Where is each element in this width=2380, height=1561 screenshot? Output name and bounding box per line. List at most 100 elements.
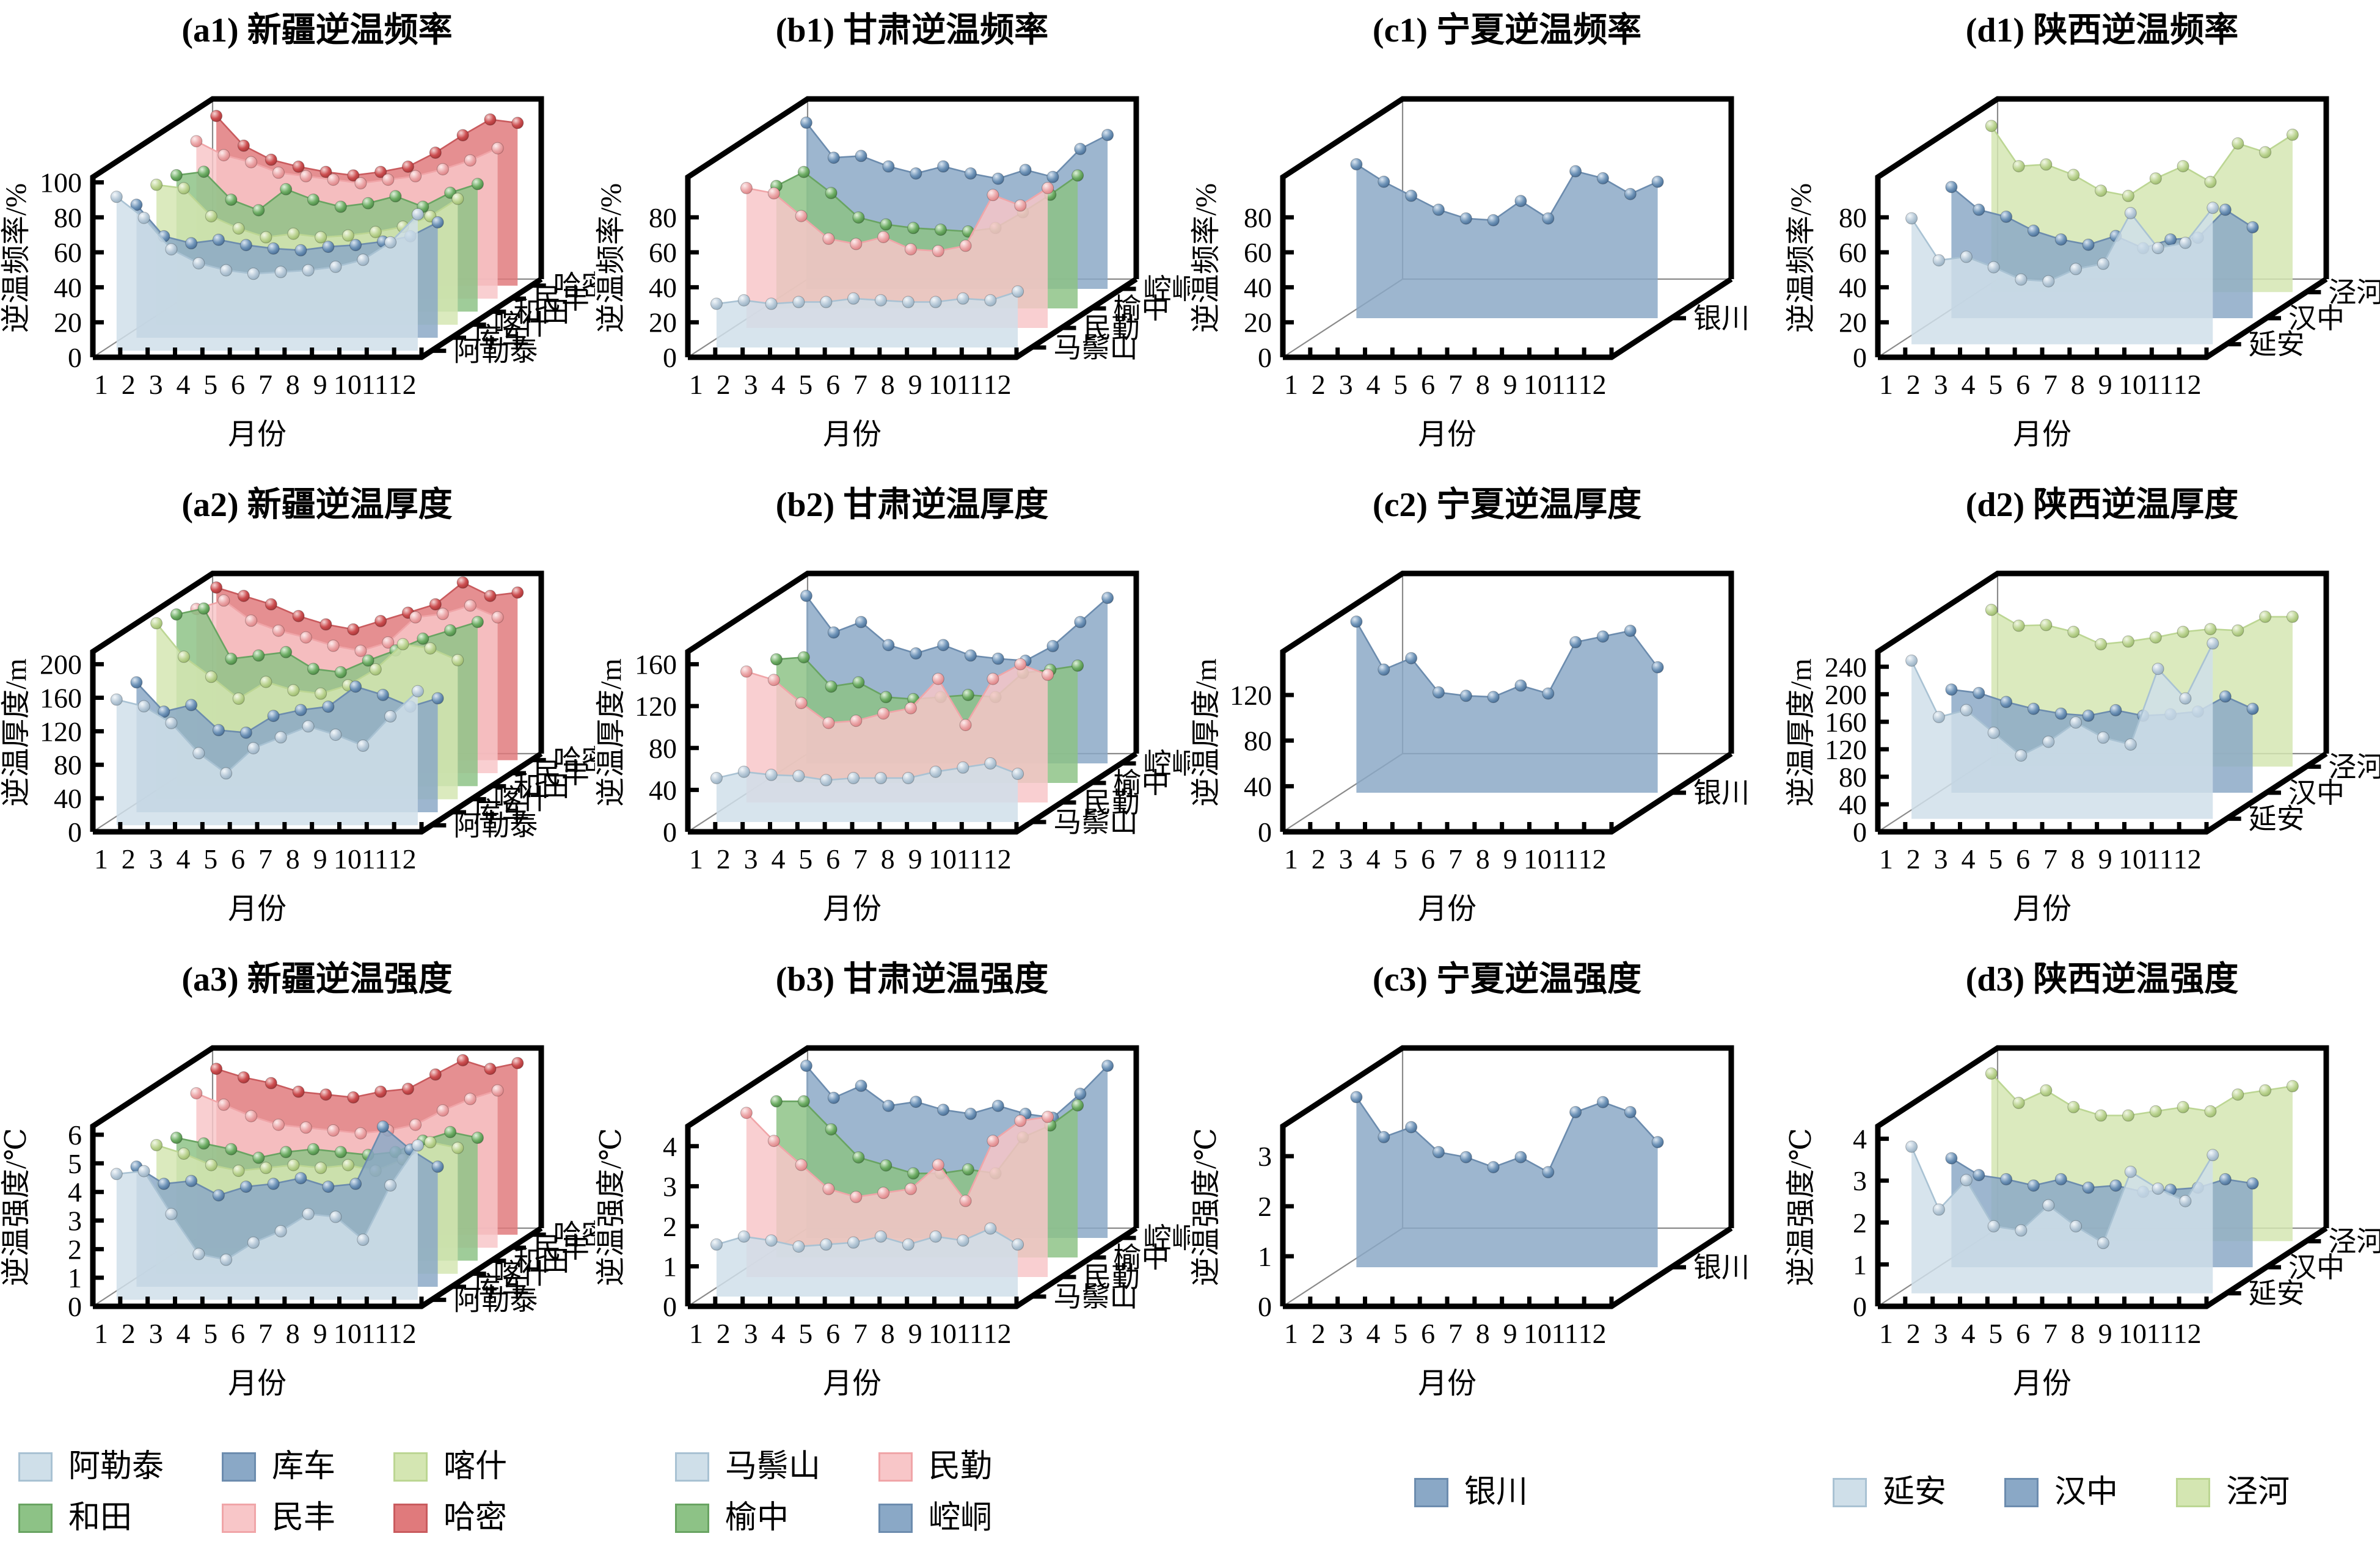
data-point	[252, 1151, 265, 1164]
legend-label: 喀什	[444, 1449, 508, 1484]
data-point	[740, 665, 753, 678]
chart-a3: 0123456123456789101112阿勒泰库车喀什和田民丰哈密(a3) …	[0, 961, 610, 1400]
x-tick-label: 5	[1988, 1318, 2002, 1349]
data-point	[185, 1174, 198, 1187]
data-point	[220, 264, 233, 277]
data-point	[800, 116, 812, 129]
x-tick-label: 3	[744, 369, 758, 400]
data-point	[302, 1207, 315, 1220]
data-point	[800, 589, 812, 602]
data-point	[850, 715, 863, 727]
data-point	[217, 1098, 230, 1111]
x-tick-label: 6	[2016, 843, 2030, 875]
data-point	[2259, 146, 2272, 159]
x-axis-label: 月份	[228, 1367, 287, 1400]
data-point	[959, 719, 972, 732]
data-point	[252, 649, 265, 662]
x-tick-label: 1	[1284, 843, 1298, 875]
legend-swatch-pink	[222, 1503, 257, 1533]
data-point	[902, 1238, 914, 1251]
series-depth-label: 库车	[473, 1272, 530, 1303]
legend-swatch-steelblue	[878, 1503, 913, 1533]
data-point	[1973, 686, 1985, 699]
x-axis-label: 月份	[1418, 418, 1477, 451]
legend-item-库车: 库车	[222, 1450, 335, 1483]
data-point	[852, 1151, 865, 1164]
y-tick-label: 60	[1244, 237, 1272, 268]
data-point	[110, 693, 123, 706]
y-tick-label: 80	[54, 202, 82, 233]
x-tick-label: 10	[929, 369, 957, 400]
data-point	[292, 1085, 305, 1098]
x-tick-label: 5	[1393, 369, 1407, 400]
data-point	[792, 296, 805, 308]
data-point	[850, 1190, 863, 1203]
data-point	[2219, 1173, 2232, 1185]
data-point	[287, 684, 300, 697]
data-point	[2054, 707, 2067, 720]
x-tick-label: 3	[149, 369, 163, 400]
data-point	[431, 692, 444, 705]
data-point	[197, 1137, 210, 1150]
x-tick-label: 12	[2174, 843, 2202, 875]
x-tick-label: 12	[984, 369, 1012, 400]
x-tick-label: 10	[334, 843, 362, 875]
legend-swatch-lightblue	[18, 1452, 53, 1482]
x-tick-label: 5	[1393, 843, 1407, 875]
data-point	[991, 172, 1004, 185]
data-point	[1596, 630, 1609, 643]
data-point	[2286, 1080, 2299, 1093]
x-tick-label: 2	[717, 369, 731, 400]
y-tick-label: 20	[649, 307, 677, 338]
y-tick-label: 2	[1258, 1191, 1272, 1222]
x-tick-label: 4	[771, 843, 785, 875]
data-point	[1378, 1130, 1390, 1143]
x-tick-label: 6	[826, 369, 840, 400]
legend-column: 汉中	[2004, 1476, 2118, 1508]
ribbon-b1-民勤	[740, 181, 1054, 328]
data-point	[1624, 187, 1637, 200]
y-tick-label: 0	[68, 342, 82, 373]
x-tick-label: 11	[1552, 1318, 1579, 1349]
data-point	[319, 618, 332, 631]
x-tick-label: 12	[389, 843, 417, 875]
x-tick-label: 12	[1579, 843, 1607, 875]
data-point	[1350, 158, 1363, 170]
data-point	[1985, 1067, 1998, 1080]
x-tick-label: 11	[957, 843, 984, 875]
data-point	[307, 663, 319, 675]
data-point	[401, 1082, 414, 1095]
data-point	[260, 1162, 272, 1174]
x-tick-label: 5	[1988, 369, 2002, 400]
subplot-title: (d1) 陕西逆温频率	[1966, 12, 2238, 49]
x-tick-label: 1	[689, 1318, 703, 1349]
data-point	[2095, 184, 2108, 197]
data-point	[991, 1099, 1004, 1112]
box-axes-upper	[685, 96, 1139, 357]
data-point	[192, 747, 205, 760]
ribbon-b2-马鬃山	[710, 757, 1024, 822]
box-axes-upper	[1280, 1045, 1734, 1306]
data-point	[2040, 1084, 2053, 1097]
data-point	[456, 1054, 469, 1066]
data-point	[1042, 1110, 1054, 1123]
data-point	[1350, 1091, 1363, 1104]
data-point	[1624, 1106, 1637, 1118]
series-depth-label: 喀什	[494, 784, 550, 815]
y-axis-label: 逆温强度/℃	[1785, 1128, 1817, 1286]
data-point	[882, 160, 895, 173]
series-depth-label: 民勤	[1084, 1262, 1140, 1293]
data-point	[185, 237, 198, 250]
data-point	[137, 211, 150, 224]
data-point	[852, 676, 865, 689]
data-point	[299, 1121, 312, 1134]
x-tick-label: 11	[2147, 1318, 2174, 1349]
x-axis-label: 月份	[823, 893, 882, 925]
x-tick-label: 2	[717, 1318, 731, 1349]
data-point	[904, 1182, 917, 1195]
data-point	[329, 1210, 342, 1223]
data-point	[177, 650, 190, 663]
series-depth-label: 银川	[1693, 303, 1750, 334]
